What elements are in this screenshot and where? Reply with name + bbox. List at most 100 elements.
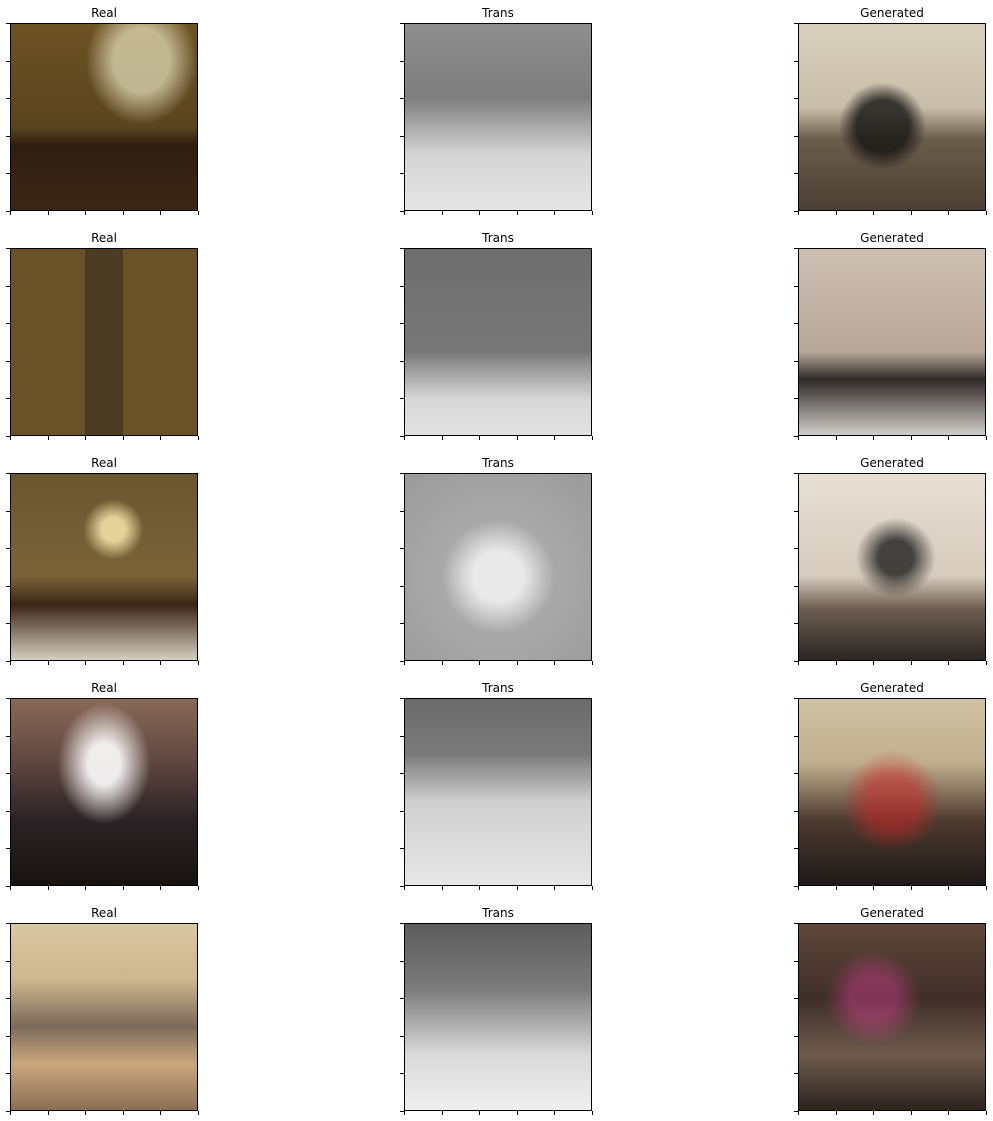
y-tick (794, 323, 798, 324)
y-tick (400, 98, 404, 99)
x-tick (873, 1111, 874, 1115)
real-title-5: Real (10, 906, 198, 920)
x-tick (948, 886, 949, 890)
y-tick (400, 323, 404, 324)
y-tick (794, 773, 798, 774)
x-tick (404, 886, 405, 890)
x-tick (517, 886, 518, 890)
x-tick (836, 436, 837, 440)
x-tick (48, 886, 49, 890)
y-tick (6, 923, 10, 924)
y-tick (400, 1111, 404, 1112)
trans-title-4: Trans (404, 681, 592, 695)
x-tick (836, 661, 837, 665)
x-tick (986, 211, 987, 215)
y-tick (794, 398, 798, 399)
y-tick (794, 886, 798, 887)
panel-frame (404, 23, 592, 211)
y-tick (794, 998, 798, 999)
y-tick (400, 923, 404, 924)
x-tick (123, 436, 124, 440)
y-tick (400, 811, 404, 812)
x-tick (123, 1111, 124, 1115)
y-tick (400, 361, 404, 362)
x-tick (479, 1111, 480, 1115)
x-tick (123, 886, 124, 890)
x-tick (85, 211, 86, 215)
x-tick (442, 886, 443, 890)
real-image-3 (10, 473, 198, 661)
x-tick (948, 436, 949, 440)
x-tick (986, 1111, 987, 1115)
y-tick (6, 848, 10, 849)
y-tick (794, 548, 798, 549)
y-tick (400, 548, 404, 549)
y-tick (6, 998, 10, 999)
y-tick (400, 773, 404, 774)
y-tick (6, 323, 10, 324)
y-tick (794, 286, 798, 287)
y-tick (400, 661, 404, 662)
y-tick (6, 61, 10, 62)
x-tick (442, 1111, 443, 1115)
generated-image-2 (798, 248, 986, 436)
x-tick (198, 436, 199, 440)
y-tick (6, 586, 10, 587)
x-tick (554, 1111, 555, 1115)
x-tick (911, 661, 912, 665)
y-tick (6, 361, 10, 362)
y-tick (6, 736, 10, 737)
x-tick (160, 211, 161, 215)
y-tick (400, 698, 404, 699)
panel-frame (798, 923, 986, 1111)
x-tick (798, 436, 799, 440)
generated-title-5: Generated (798, 906, 986, 920)
x-tick (911, 886, 912, 890)
y-tick (6, 811, 10, 812)
x-tick (123, 211, 124, 215)
x-tick (986, 436, 987, 440)
y-tick (400, 173, 404, 174)
y-tick (794, 1073, 798, 1074)
x-tick (911, 436, 912, 440)
y-tick (794, 1036, 798, 1037)
x-tick (160, 436, 161, 440)
generated-title-2: Generated (798, 231, 986, 245)
x-tick (798, 211, 799, 215)
x-tick (873, 661, 874, 665)
x-tick (479, 436, 480, 440)
x-tick (798, 886, 799, 890)
y-tick (6, 23, 10, 24)
x-tick (10, 661, 11, 665)
y-tick (400, 436, 404, 437)
x-tick (798, 661, 799, 665)
real-title-3: Real (10, 456, 198, 470)
y-tick (6, 136, 10, 137)
y-tick (400, 211, 404, 212)
y-tick (6, 661, 10, 662)
x-tick (48, 211, 49, 215)
generated-title-3: Generated (798, 456, 986, 470)
panel-frame (404, 923, 592, 1111)
y-tick (794, 736, 798, 737)
generated-image-3 (798, 473, 986, 661)
y-tick (6, 548, 10, 549)
x-tick (404, 1111, 405, 1115)
x-tick (85, 661, 86, 665)
y-tick (794, 811, 798, 812)
x-tick (592, 436, 593, 440)
x-tick (10, 211, 11, 215)
y-tick (400, 23, 404, 24)
panel-frame (404, 248, 592, 436)
y-tick (400, 736, 404, 737)
y-tick (400, 61, 404, 62)
y-tick (400, 398, 404, 399)
x-tick (911, 211, 912, 215)
y-tick (6, 173, 10, 174)
y-tick (400, 1036, 404, 1037)
y-tick (794, 436, 798, 437)
y-tick (794, 248, 798, 249)
generated-title-1: Generated (798, 6, 986, 20)
y-tick (400, 136, 404, 137)
x-tick (48, 1111, 49, 1115)
